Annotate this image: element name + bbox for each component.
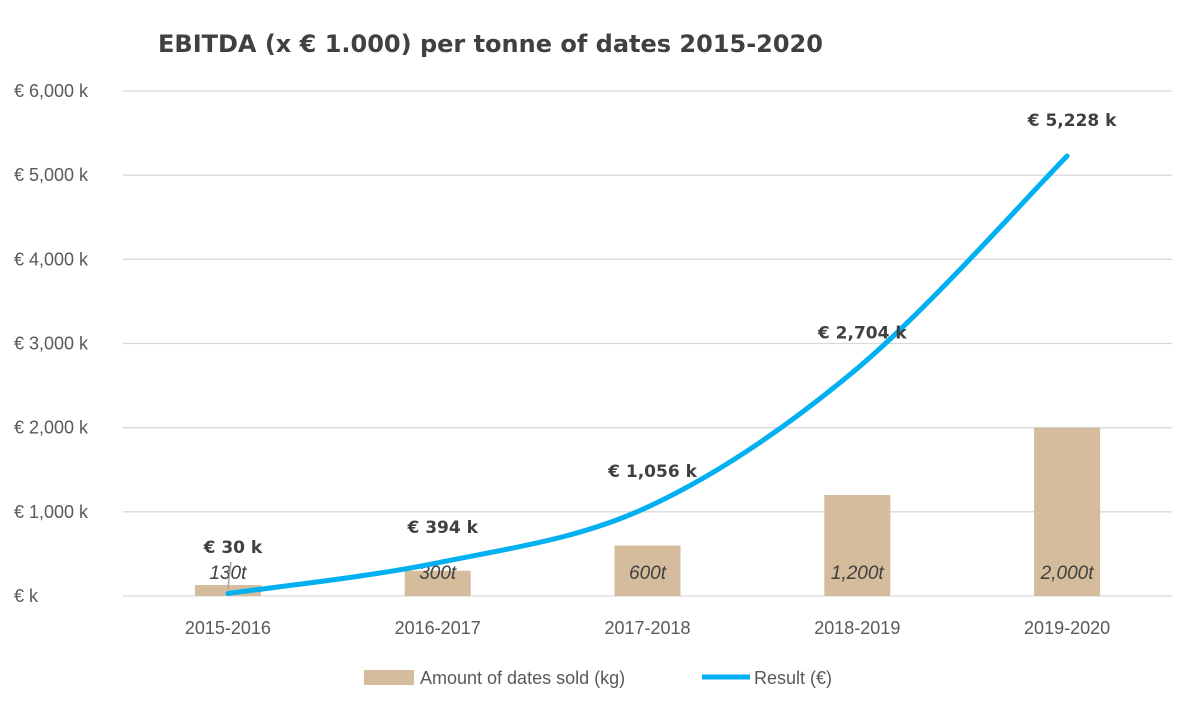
- legend-swatch-bar: [364, 670, 414, 685]
- bar: [614, 545, 681, 596]
- line-labels: € 30 k € 394 k € 1,056 k € 2,704 k € 5,228 k: [203, 111, 1117, 590]
- bar: [824, 495, 891, 596]
- x-tick-label: 2018-2019: [814, 618, 900, 638]
- bar-data-label: 1,200t: [831, 563, 885, 584]
- bar-labels: 130t 300t 600t 1,200t 2,000t: [209, 563, 1094, 584]
- bar: [1034, 427, 1101, 596]
- x-tick-label: 2016-2017: [395, 618, 481, 638]
- gridlines: [123, 90, 1172, 597]
- y-tick-label: € 2,000 k: [14, 418, 89, 438]
- y-tick-label: € k: [14, 586, 39, 606]
- line-data-label: € 30 k: [203, 538, 263, 558]
- legend-label-line: Result (€): [754, 668, 832, 688]
- y-tick-label: € 5,000 k: [14, 165, 89, 185]
- line-data-label: € 394 k: [406, 518, 478, 538]
- line-series: [225, 153, 1070, 596]
- line-data-label: € 5,228 k: [1027, 111, 1117, 131]
- bar-data-label: 2,000t: [1040, 563, 1095, 584]
- bar-data-label: 130t: [209, 563, 247, 584]
- x-tick-label: 2019-2020: [1024, 618, 1110, 638]
- bar-data-label: 600t: [629, 563, 667, 584]
- chart-title: EBITDA (x € 1.000) per tonne of dates 20…: [158, 30, 823, 58]
- result-line: [225, 153, 1070, 596]
- legend-label-bar: Amount of dates sold (kg): [420, 668, 625, 688]
- line-data-label: € 1,056 k: [607, 462, 697, 482]
- bar: [194, 585, 261, 596]
- y-tick-label: € 1,000 k: [14, 502, 89, 522]
- x-tick-label: 2015-2016: [185, 618, 271, 638]
- line-data-label: € 2,704 k: [817, 323, 907, 343]
- y-tick-label: € 4,000 k: [14, 249, 89, 269]
- legend: Amount of dates sold (kg) Result (€): [364, 668, 832, 688]
- bar-series: [194, 427, 1101, 596]
- leader-line: [227, 561, 232, 590]
- bar: [404, 570, 471, 596]
- y-axis-ticks: € k € 1,000 k € 2,000 k € 3,000 k € 4,000 k €…: [14, 81, 89, 606]
- y-tick-label: € 6,000 k: [14, 81, 89, 101]
- x-axis-ticks: 2015-2016 2016-2017 2017-2018 2018-2019 2019…: [185, 618, 1110, 638]
- bar-data-label: 300t: [419, 563, 457, 584]
- y-tick-label: € 3,000 k: [14, 334, 89, 354]
- x-tick-label: 2017-2018: [604, 618, 690, 638]
